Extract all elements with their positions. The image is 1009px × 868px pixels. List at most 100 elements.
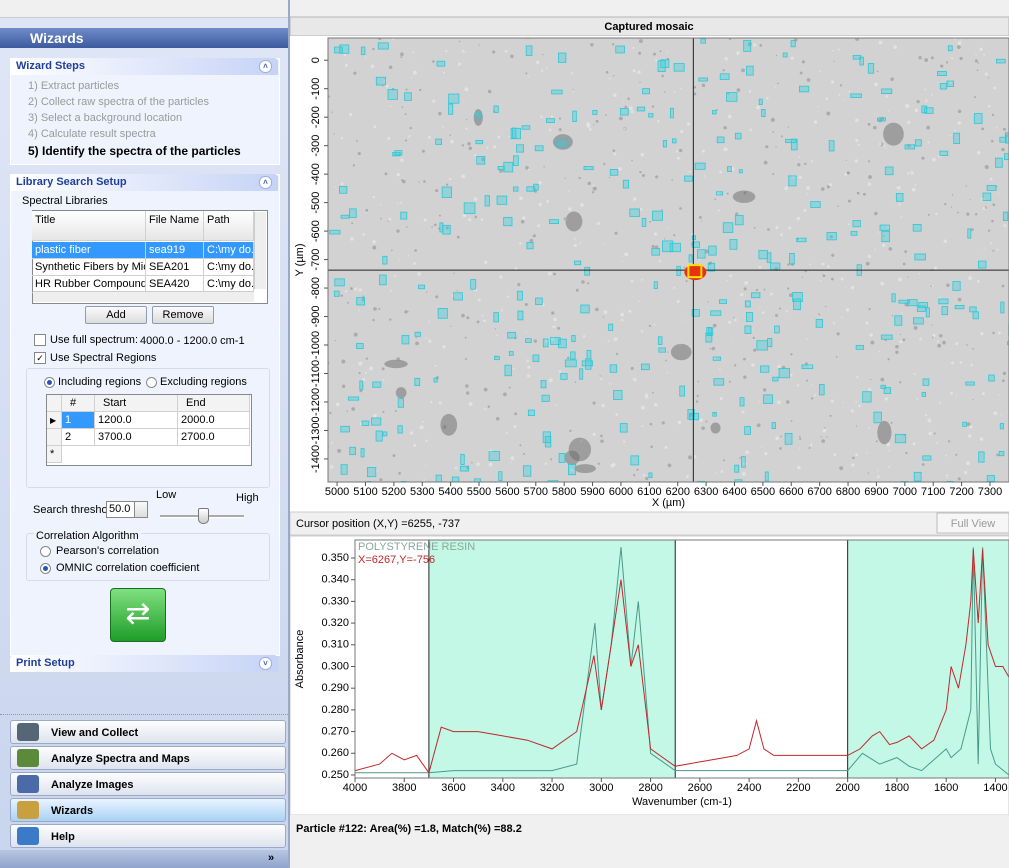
grain	[600, 440, 603, 443]
grain	[730, 338, 731, 339]
dark-blob	[883, 123, 904, 146]
grain	[842, 402, 843, 403]
particle-outline	[816, 319, 823, 327]
radio-on[interactable]	[40, 563, 51, 574]
run-button[interactable]: ⇄	[110, 588, 166, 642]
radio[interactable]	[146, 377, 157, 388]
grain	[839, 466, 843, 470]
table-cell[interactable]: C:\my do.	[204, 242, 254, 259]
nav-button[interactable]: Analyze Images	[10, 772, 286, 796]
dark-blob	[877, 421, 891, 444]
expand-button[interactable]: ˅	[259, 657, 272, 670]
grain	[946, 284, 950, 288]
nav-button[interactable]: Wizards	[10, 798, 286, 822]
grain	[342, 385, 345, 388]
grain	[870, 333, 873, 336]
grain	[428, 320, 430, 322]
grain	[538, 181, 541, 184]
spinner[interactable]	[134, 501, 148, 518]
grain	[978, 62, 979, 63]
particle-outline	[388, 90, 397, 100]
table-cell[interactable]: 2700.0	[178, 429, 250, 446]
grain	[972, 348, 974, 350]
checkbox[interactable]	[34, 334, 46, 346]
grain	[413, 262, 416, 265]
collapse-button[interactable]: ˄	[259, 176, 272, 189]
grain	[855, 453, 858, 456]
grain	[372, 48, 374, 50]
add-button[interactable]: Add	[85, 306, 147, 324]
dark-blob	[574, 464, 595, 473]
particle-outline	[735, 133, 741, 139]
grain	[723, 69, 725, 71]
table-cell[interactable]: 1200.0	[95, 412, 178, 429]
collapse-button[interactable]: ˄	[259, 60, 272, 73]
particle-outline	[987, 185, 996, 190]
grain	[841, 316, 843, 318]
grain	[559, 370, 562, 373]
grain	[797, 466, 801, 470]
table-cell[interactable]: Synthetic Fibers by Micro...	[32, 259, 146, 276]
grain	[330, 465, 333, 468]
section-header[interactable]: Print Setup˅	[10, 655, 278, 672]
grain	[605, 114, 607, 116]
y-tick-label: 0.260	[321, 747, 349, 759]
nav-button[interactable]: View and Collect	[10, 720, 286, 744]
grain	[613, 149, 616, 152]
grain	[392, 454, 395, 457]
nav-button[interactable]: Analyze Spectra and Maps	[10, 746, 286, 770]
grain	[868, 472, 869, 473]
grain	[918, 56, 921, 59]
grain	[981, 127, 984, 130]
slider-thumb[interactable]	[198, 508, 209, 524]
grain	[756, 289, 758, 291]
grain	[925, 414, 927, 416]
grain	[889, 450, 891, 452]
particle-outline	[610, 169, 618, 175]
particle-outline	[670, 108, 673, 118]
threshold-input[interactable]: 50.0	[106, 501, 136, 518]
particle-outline	[746, 312, 752, 321]
grain	[618, 167, 622, 171]
overflow-chevron[interactable]: »	[268, 852, 274, 864]
section-header[interactable]: Wizard Steps˄	[10, 58, 278, 75]
grain	[945, 454, 947, 456]
particle-outline	[527, 242, 533, 248]
grain	[574, 244, 577, 247]
grain	[569, 430, 571, 432]
table-cell[interactable]: sea919	[146, 242, 204, 259]
checkbox[interactable]: ✓	[34, 352, 46, 364]
grain	[462, 50, 465, 53]
table-cell[interactable]: 2	[62, 429, 95, 446]
scrollbar	[254, 212, 266, 289]
particle-outline	[568, 464, 575, 474]
table-cell[interactable]: SEA201	[146, 259, 204, 276]
y-tick-label: -900	[310, 306, 322, 328]
particle-outline	[610, 365, 617, 373]
grain	[988, 105, 991, 108]
grain	[762, 311, 765, 314]
grain	[484, 388, 488, 392]
grain	[807, 78, 811, 82]
x-tick-label: 5100	[353, 486, 377, 498]
radio-on[interactable]	[44, 377, 55, 388]
table-cell[interactable]: plastic fiber	[32, 242, 146, 259]
remove-button[interactable]: Remove	[152, 306, 214, 324]
grain	[667, 52, 669, 54]
table-cell[interactable]: C:\my do.	[204, 259, 254, 276]
grain	[579, 242, 581, 244]
grain	[701, 426, 705, 430]
grain	[601, 404, 604, 407]
nav-button[interactable]: Help	[10, 824, 286, 848]
table-cell[interactable]: 2000.0	[178, 412, 250, 429]
section-header[interactable]: Library Search Setup˄	[10, 174, 278, 191]
particle-outline	[357, 343, 364, 348]
particle-outline	[970, 307, 976, 312]
particle-outline	[690, 413, 699, 419]
radio[interactable]	[40, 546, 51, 557]
table-cell[interactable]: 1	[62, 412, 95, 429]
grain	[721, 470, 724, 473]
table-cell[interactable]: 3700.0	[95, 429, 178, 446]
grain	[373, 196, 376, 199]
grain	[636, 469, 638, 471]
